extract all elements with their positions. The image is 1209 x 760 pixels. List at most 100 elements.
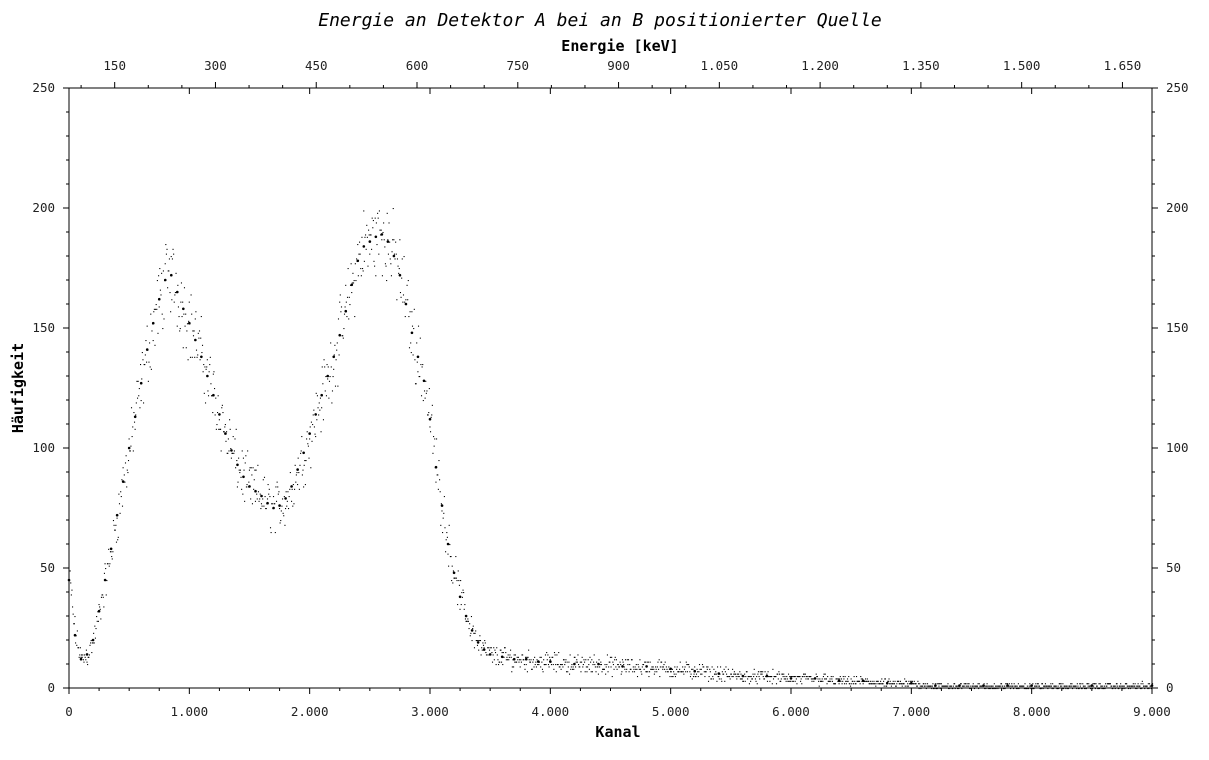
channel-point [988, 688, 991, 690]
channel-point [329, 376, 331, 378]
channel-point [760, 673, 762, 675]
channel-point [299, 464, 301, 466]
channel-point [600, 661, 602, 663]
channel-point [994, 688, 996, 690]
channel-point [664, 661, 666, 663]
channel-point [676, 666, 678, 668]
channel-point [932, 683, 934, 685]
channel-point [1109, 683, 1111, 685]
channel-point [793, 676, 795, 678]
channel-point [308, 457, 310, 459]
channel-point [895, 685, 897, 687]
channel-point [1065, 688, 1067, 690]
channel-point [87, 664, 89, 666]
channel-point [481, 647, 483, 649]
channel-point [1106, 685, 1108, 687]
channel-point [472, 628, 474, 630]
channel-point [818, 680, 820, 682]
data-point [326, 374, 330, 378]
channel-point [570, 666, 572, 668]
channel-point [905, 680, 908, 682]
channel-point [1133, 685, 1135, 687]
channel-point [868, 683, 870, 685]
channel-point [430, 416, 432, 418]
channel-point [172, 248, 174, 250]
channel-point [659, 676, 661, 678]
channel-point [90, 640, 92, 642]
channel-point [73, 623, 75, 625]
channel-point [1013, 683, 1015, 685]
channel-point [504, 647, 506, 649]
channel-point [567, 671, 569, 673]
x2-tick-label: 1.050 [701, 58, 739, 73]
channel-point [197, 354, 199, 356]
channel-point [470, 616, 473, 618]
channel-point [973, 688, 976, 690]
channel-point [295, 481, 297, 483]
channel-point [174, 292, 176, 294]
channel-point [180, 301, 182, 303]
channel-point [1055, 685, 1057, 687]
channel-point [905, 680, 907, 682]
channel-point [667, 671, 669, 673]
channel-point [919, 685, 921, 687]
channel-point [264, 496, 266, 498]
channel-point [463, 608, 465, 610]
channel-point [915, 683, 917, 685]
channel-point [277, 486, 279, 488]
channel-point [221, 407, 223, 409]
channel-point [893, 683, 895, 685]
channel-point [876, 683, 878, 685]
channel-point [571, 668, 574, 670]
channel-point [944, 685, 946, 687]
channel-point [849, 683, 851, 685]
channel-point [1113, 685, 1115, 687]
channel-point [897, 680, 899, 682]
channel-point [939, 683, 941, 685]
channel-point [125, 455, 127, 457]
channel-point [612, 664, 615, 666]
channel-point [671, 676, 673, 678]
channel-point [812, 678, 814, 680]
channel-point [351, 292, 353, 294]
channel-point [297, 457, 299, 459]
channel-point [380, 229, 382, 231]
channel-point [538, 661, 540, 663]
channel-point [119, 512, 121, 514]
channel-point [1037, 683, 1039, 685]
channel-point [744, 680, 746, 682]
channel-point [668, 666, 670, 668]
channel-point [207, 390, 209, 392]
channel-point [604, 664, 606, 666]
channel-point [868, 680, 870, 682]
channel-point [982, 685, 985, 687]
channel-point [768, 676, 770, 678]
channel-point [179, 328, 181, 330]
channel-point [556, 654, 558, 656]
channel-point [807, 678, 809, 680]
channel-point [94, 625, 96, 627]
channel-point [1066, 685, 1068, 687]
channel-point [181, 316, 183, 318]
channel-point [765, 676, 767, 678]
channel-point [342, 335, 344, 337]
channel-point [340, 311, 342, 313]
data-point [597, 662, 600, 666]
channel-point [1021, 685, 1023, 687]
channel-point [551, 656, 553, 658]
channel-point [416, 361, 418, 363]
channel-point [1069, 685, 1071, 687]
channel-point [247, 450, 249, 452]
channel-point [871, 683, 873, 685]
channel-point [727, 676, 729, 678]
channel-point [378, 210, 380, 212]
channel-point [365, 248, 367, 250]
channel-point [227, 452, 229, 454]
channel-point [388, 222, 390, 224]
channel-point [232, 436, 234, 438]
channel-point [301, 474, 303, 476]
channel-point [824, 678, 826, 680]
channel-point [467, 620, 470, 622]
channel-point [220, 450, 222, 452]
channel-point [609, 656, 611, 658]
